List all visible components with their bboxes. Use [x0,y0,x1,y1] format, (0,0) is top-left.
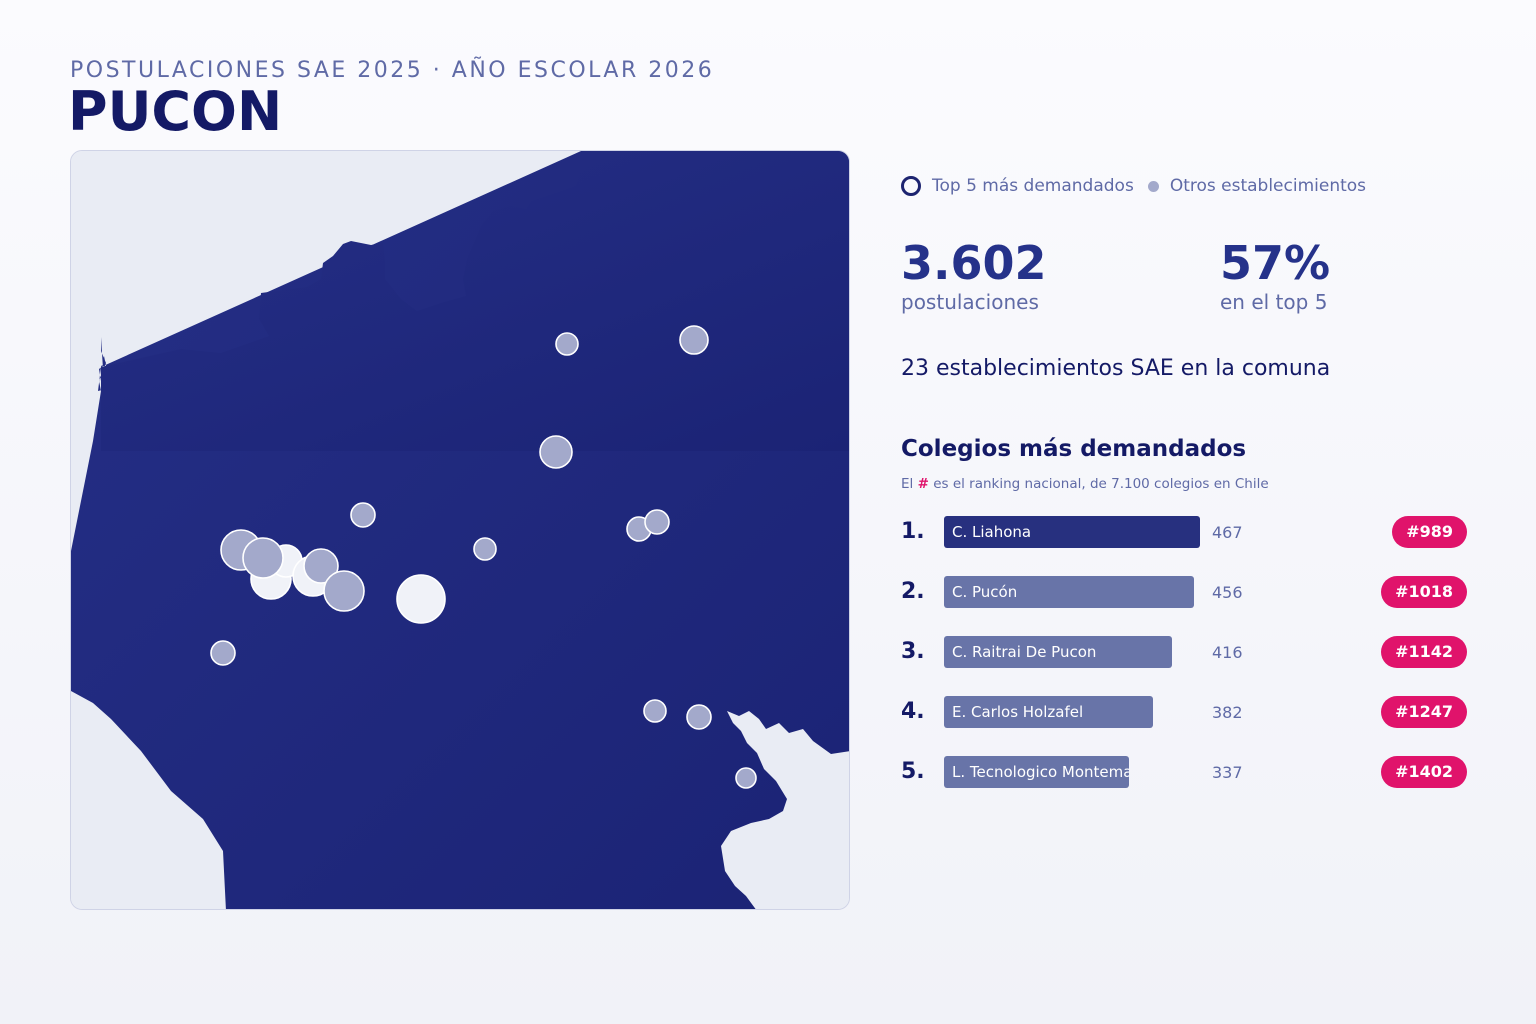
ranking-note: El # es el ranking nacional, de 7.100 co… [901,476,1269,492]
applications-count: 337 [1212,763,1243,782]
ranking-bar: C. Raitrai De Pucon [944,636,1172,668]
school-marker[interactable] [686,704,712,730]
school-marker[interactable] [473,537,497,561]
ranking-row[interactable]: 2. C. Pucón 456 #1018 [901,576,1467,610]
national-rank-badge: #1018 [1381,576,1467,608]
applications-value: 3.602 [901,236,1047,290]
map-legend: Top 5 más demandados Otros establecimien… [901,174,1366,198]
top5-share-stat: 57% en el top 5 [1220,237,1330,315]
national-rank-badge: #1247 [1381,696,1467,728]
page-title: PUCON [68,80,283,143]
ranking-title: Colegios más demandados [901,436,1247,462]
school-name: E. Carlos Holzafel [952,703,1084,721]
ranking-row[interactable]: 4. E. Carlos Holzafel 382 #1247 [901,696,1467,730]
school-marker[interactable] [539,435,573,469]
page-subtitle: POSTULACIONES SAE 2025 · AÑO ESCOLAR 202… [70,58,715,83]
ranking-note-hash: # [917,476,929,492]
applications-label: postulaciones [901,290,1039,314]
applications-count: 467 [1212,523,1243,542]
school-marker[interactable] [210,640,236,666]
ranking-row[interactable]: 1. C. Liahona 467 #989 [901,516,1467,550]
ranking-note-prefix: El [901,476,914,492]
school-marker[interactable] [735,767,757,789]
others-dot-icon [1147,180,1159,192]
commune-north-lobe [101,151,849,451]
ranking-bar: E. Carlos Holzafel [944,696,1153,728]
school-name: C. Raitrai De Pucon [952,643,1097,661]
legend-others-label: Otros establecimientos [1169,176,1367,196]
commune-map[interactable] [70,150,850,910]
school-name: C. Liahona [952,523,1032,541]
school-marker[interactable] [644,509,670,535]
applications-count: 456 [1212,583,1243,602]
ranking-row[interactable]: 5. L. Tecnologico Montemar 337 #1402 [901,756,1467,790]
top5-share-value: 57% [1220,236,1331,290]
school-name: L. Tecnologico Montemar [952,763,1129,781]
school-marker[interactable] [323,570,365,612]
ranking-position: 1. [901,519,925,544]
school-marker[interactable] [643,699,667,723]
applications-stat: 3.602 postulaciones [901,237,1047,315]
establishments-count: 23 establecimientos SAE en la comuna [901,356,1331,381]
top-school-marker[interactable] [396,574,446,624]
national-rank-badge: #1402 [1381,756,1467,788]
school-marker[interactable] [350,502,376,528]
applications-count: 416 [1212,643,1243,662]
ranking-position: 4. [901,699,925,724]
school-marker[interactable] [555,332,579,356]
ranking-bar: C. Pucón [944,576,1194,608]
school-marker[interactable] [679,325,709,355]
top5-share-label: en el top 5 [1220,290,1328,314]
ranking-note-suffix: es el ranking nacional, de 7.100 colegio… [933,476,1269,492]
top5-ring-icon [901,176,921,196]
applications-count: 382 [1212,703,1243,722]
map-canvas [71,151,849,909]
ranking-position: 5. [901,759,925,784]
ranking-bar: L. Tecnologico Montemar [944,756,1129,788]
school-marker[interactable] [242,537,284,579]
school-name: C. Pucón [952,583,1018,601]
national-rank-badge: #1142 [1381,636,1467,668]
school-marker[interactable] [303,548,339,584]
ranking-position: 3. [901,639,925,664]
ranking-row[interactable]: 3. C. Raitrai De Pucon 416 #1142 [901,636,1467,670]
legend-top5-label: Top 5 más demandados [932,176,1134,196]
national-rank-badge: #989 [1392,516,1467,548]
ranking-position: 2. [901,579,925,604]
ranking-bar: C. Liahona [944,516,1200,548]
